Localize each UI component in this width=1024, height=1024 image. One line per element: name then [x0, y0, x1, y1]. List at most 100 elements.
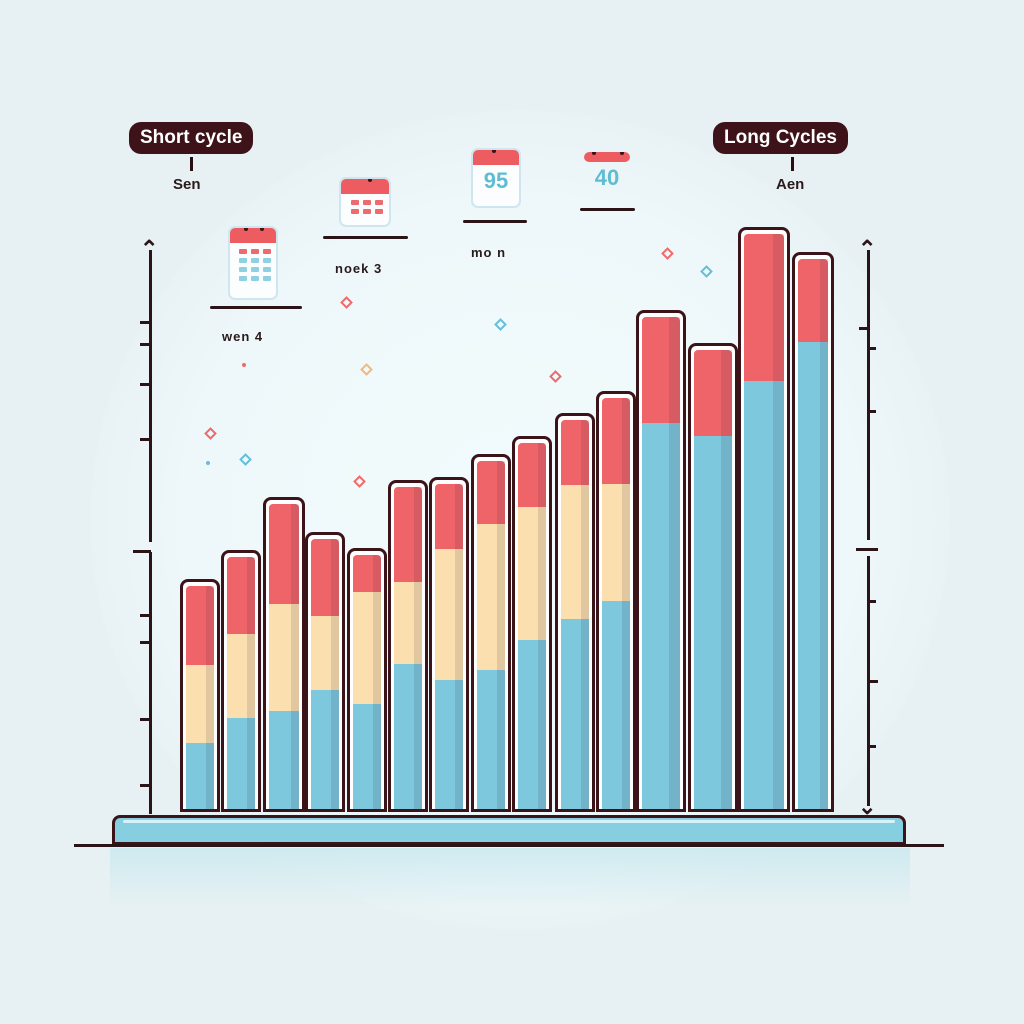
axis-arrow-down-icon: ⌄ [858, 794, 877, 819]
bar-segment-red [477, 461, 506, 525]
stacked-bar [555, 413, 595, 812]
stacked-bar [471, 454, 511, 812]
stacked-bar [429, 477, 469, 812]
axis-break-tick [856, 548, 878, 551]
axis-tick [868, 410, 876, 413]
long-cycle-label: Long Cycles [713, 122, 848, 154]
stacked-bar [738, 227, 790, 812]
stacked-bar [305, 532, 345, 812]
bar-segment-blue [744, 381, 784, 809]
bar-segment-yellow [518, 507, 547, 641]
bar-segment-blue [353, 704, 382, 809]
bar-segment-red [798, 259, 829, 342]
calendar-number: 40 [594, 165, 620, 190]
bar-segment-yellow [186, 664, 215, 743]
bar-segment-yellow [311, 616, 340, 691]
bar-segment-yellow [561, 484, 590, 620]
bar-segment-red [602, 397, 631, 485]
axis-tick [868, 600, 876, 603]
axis-tick [140, 321, 150, 324]
calendar-number: 95 [483, 168, 509, 193]
axis-tick [140, 614, 150, 617]
bar-segment-blue [642, 423, 680, 809]
axis-tick [859, 327, 869, 330]
dot-decoration [242, 363, 246, 367]
period-line-4 [580, 208, 635, 211]
axis-tick [140, 718, 150, 721]
bar-segment-yellow [269, 604, 300, 711]
stacked-bar [688, 343, 738, 812]
left-axis-upper [149, 250, 152, 542]
axis-tick [140, 641, 150, 644]
bar-segment-red [311, 539, 340, 617]
stacked-bar [636, 310, 686, 812]
left-axis-lower [149, 552, 152, 814]
long-cycle-stem [791, 157, 794, 171]
period-line-1 [210, 306, 302, 309]
bar-segment-blue [694, 436, 732, 809]
bar-segment-blue [435, 680, 464, 809]
bar-segment-red [642, 317, 680, 424]
bar-segment-yellow [394, 582, 423, 665]
long-cycle-sublabel: Aen [776, 176, 805, 193]
bar-segment-yellow [353, 591, 382, 705]
axis-tick [140, 784, 150, 787]
bar-segment-red [744, 234, 784, 382]
calendar-grid-icon [339, 177, 391, 227]
bar-segment-blue [518, 640, 547, 809]
right-axis-upper [867, 250, 870, 540]
bar-segment-red [186, 586, 215, 665]
stacked-bar [347, 548, 387, 812]
bar-segment-red [435, 484, 464, 550]
short-cycle-sublabel: Sen [173, 176, 201, 193]
bar-segment-blue [477, 670, 506, 809]
axis-arrow-up-icon: ⌃ [858, 236, 877, 261]
bar-segment-blue [227, 718, 256, 809]
bar-segment-red [269, 504, 300, 605]
period-label-1: wen 4 [222, 329, 264, 344]
axis-tick [140, 438, 150, 441]
axis-arrow-up-icon: ⌃ [140, 236, 159, 261]
stacked-bar [221, 550, 261, 812]
bar-segment-red [394, 487, 423, 583]
bar-segment-red [694, 350, 732, 437]
bar-segment-yellow [227, 634, 256, 719]
bar-segment-yellow [602, 484, 631, 601]
bar-segment-red [518, 443, 547, 508]
bar-segment-blue [602, 600, 631, 810]
bar-segment-blue [561, 619, 590, 809]
period-label-3: mo n [471, 245, 507, 260]
axis-tick [868, 680, 878, 683]
axis-tick [868, 745, 876, 748]
bar-segment-red [353, 555, 382, 592]
bar-segment-yellow [477, 524, 506, 671]
calendar-grid-icon [228, 226, 278, 300]
axis-tick [140, 383, 150, 386]
stacked-bar [388, 480, 428, 812]
stacked-bar [596, 391, 636, 812]
bar-segment-red [561, 420, 590, 485]
base-shadow [110, 848, 910, 908]
calendar-number-icon: 40 [582, 150, 632, 190]
stacked-bar [792, 252, 834, 812]
bar-segment-blue [186, 742, 215, 810]
bar-segment-red [227, 557, 256, 635]
chart-base-platform [112, 815, 906, 845]
bar-segment-blue [798, 341, 829, 810]
bar-segment-blue [394, 664, 423, 809]
period-label-2: noek 3 [335, 261, 383, 276]
short-cycle-label: Short cycle [129, 122, 254, 154]
axis-tick [140, 343, 150, 346]
period-line-2 [323, 236, 408, 239]
period-line-3 [463, 220, 527, 223]
bar-segment-blue [311, 690, 340, 809]
axis-tick [868, 347, 876, 350]
bar-segment-blue [269, 710, 300, 810]
dot-decoration [206, 461, 210, 465]
stacked-bar [263, 497, 305, 812]
axis-break-tick [133, 550, 151, 553]
bar-segment-yellow [435, 549, 464, 681]
stacked-bar [180, 579, 220, 812]
short-cycle-stem [190, 157, 193, 171]
calendar-number-icon: 95 [471, 148, 521, 208]
